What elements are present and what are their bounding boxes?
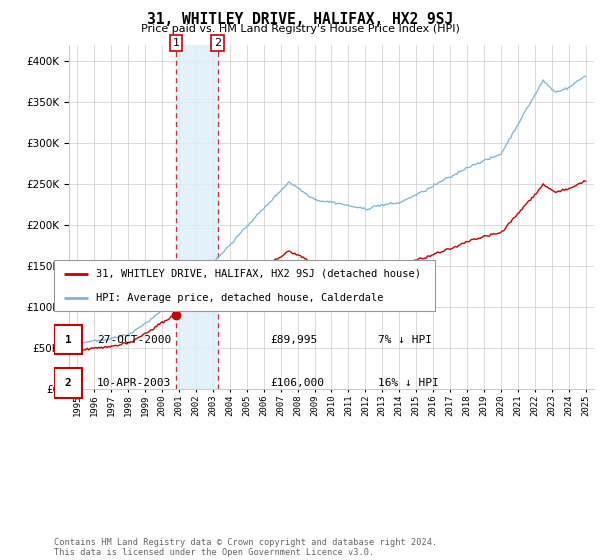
- Text: 27-OCT-2000: 27-OCT-2000: [97, 335, 172, 345]
- Text: £106,000: £106,000: [270, 378, 324, 388]
- FancyBboxPatch shape: [54, 368, 82, 398]
- Text: Price paid vs. HM Land Registry's House Price Index (HPI): Price paid vs. HM Land Registry's House …: [140, 24, 460, 34]
- Text: 2: 2: [214, 38, 221, 48]
- FancyBboxPatch shape: [54, 260, 435, 311]
- Text: 7% ↓ HPI: 7% ↓ HPI: [378, 335, 432, 345]
- Text: 16% ↓ HPI: 16% ↓ HPI: [378, 378, 439, 388]
- Text: 31, WHITLEY DRIVE, HALIFAX, HX2 9SJ: 31, WHITLEY DRIVE, HALIFAX, HX2 9SJ: [147, 12, 453, 27]
- Text: 10-APR-2003: 10-APR-2003: [97, 378, 172, 388]
- Text: 1: 1: [173, 38, 180, 48]
- Text: 31, WHITLEY DRIVE, HALIFAX, HX2 9SJ (detached house): 31, WHITLEY DRIVE, HALIFAX, HX2 9SJ (det…: [96, 268, 421, 278]
- FancyBboxPatch shape: [54, 325, 82, 354]
- Text: 2: 2: [65, 378, 71, 388]
- Text: £89,995: £89,995: [270, 335, 317, 345]
- Bar: [176, 45, 218, 389]
- Text: HPI: Average price, detached house, Calderdale: HPI: Average price, detached house, Cald…: [96, 293, 383, 303]
- Text: 1: 1: [65, 335, 71, 345]
- Text: Contains HM Land Registry data © Crown copyright and database right 2024.
This d: Contains HM Land Registry data © Crown c…: [54, 538, 437, 557]
